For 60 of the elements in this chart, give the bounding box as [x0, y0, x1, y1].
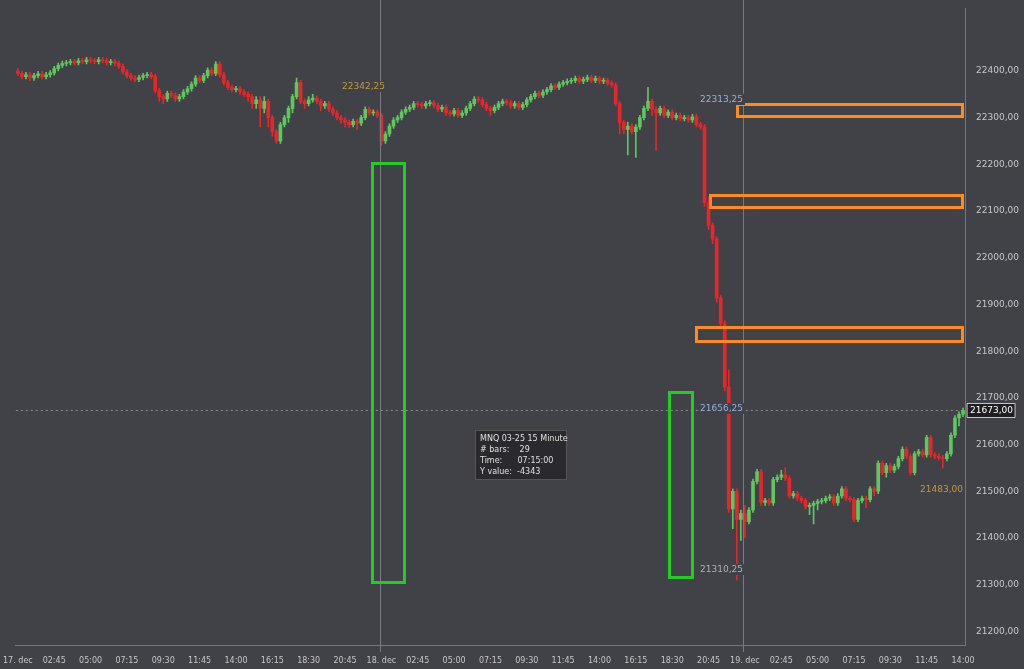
candlestick: [941, 455, 945, 469]
annotation: # bars: 29: [480, 444, 531, 455]
x-tick-label: 17. dec: [3, 656, 33, 666]
candlestick: [864, 495, 868, 508]
annotation: MNQ 03-25 15 Minute: [480, 433, 568, 444]
x-tick-label: 16:15: [260, 656, 284, 666]
x-tick-label: 02:45: [406, 656, 430, 666]
annotation: 21310,25: [698, 564, 745, 575]
x-tick-label: 09:30: [878, 656, 902, 666]
annotation: 21656,25: [698, 403, 745, 414]
candlestick: [133, 75, 137, 83]
x-tick-label: 05:00: [806, 656, 830, 666]
ref-line-label: 21673,00: [970, 404, 1014, 415]
y-tick-label: 21800,00: [976, 345, 1020, 356]
x-tick-label: 11:45: [188, 656, 212, 666]
annotation: 22342,25: [340, 81, 387, 92]
annotation: 21483,00: [918, 484, 965, 495]
candlestick: [625, 122, 630, 156]
candlestick: [561, 79, 565, 87]
y-tick-label: 22200,00: [976, 158, 1020, 169]
y-tick-label: 21500,00: [976, 485, 1020, 496]
x-tick-label: 02:45: [769, 656, 793, 666]
x-tick-label: 09:30: [151, 656, 175, 666]
annotation: Time: 07:15:00: [480, 455, 555, 466]
x-tick-label: 16:15: [624, 656, 648, 666]
x-tick-label: 14:00: [951, 656, 975, 666]
y-tick-label: 22000,00: [976, 252, 1020, 263]
x-tick-label: 02:45: [42, 656, 66, 666]
x-tick-label: 14:00: [587, 656, 612, 666]
annotation: 22313,25: [698, 94, 745, 105]
x-tick-label: 09:30: [515, 656, 539, 666]
x-tick-label: 11:45: [915, 656, 939, 666]
x-tick-label: 07:15: [842, 656, 866, 666]
y-tick-label: 21400,00: [976, 532, 1020, 543]
y-tick-label: 22300,00: [976, 112, 1020, 123]
y-tick-label: 22100,00: [976, 205, 1020, 216]
annotation: Y value: -4343: [480, 466, 542, 477]
x-tick-label: 20:45: [697, 656, 721, 666]
candlestick: [254, 96, 259, 109]
x-tick-label: 18:30: [660, 656, 684, 666]
x-tick-label: 05:00: [79, 656, 103, 666]
candlestick: [827, 494, 832, 501]
y-tick-label: 21700,00: [976, 392, 1020, 403]
x-tick-label: 20:45: [333, 656, 357, 666]
x-tick-label: 19. dec: [730, 656, 760, 666]
y-tick-label: 21600,00: [976, 438, 1020, 449]
x-tick-label: 11:45: [551, 656, 575, 666]
y-tick-label: 21900,00: [976, 298, 1020, 309]
x-tick-label: 18:30: [297, 656, 321, 666]
x-tick-label: 05:00: [442, 656, 466, 666]
x-tick-label: 14:00: [224, 656, 248, 666]
x-tick-label: 07:15: [478, 656, 502, 666]
candlestick: [553, 83, 557, 90]
candlestick: [419, 101, 424, 109]
candlestick: [739, 509, 743, 541]
x-tick-label: 18. dec: [366, 656, 397, 666]
y-tick-label: 21200,00: [976, 625, 1020, 636]
y-tick-label: 22400,00: [976, 65, 1020, 76]
y-tick-label: 21300,00: [976, 579, 1020, 590]
x-tick-label: 07:15: [115, 656, 139, 666]
